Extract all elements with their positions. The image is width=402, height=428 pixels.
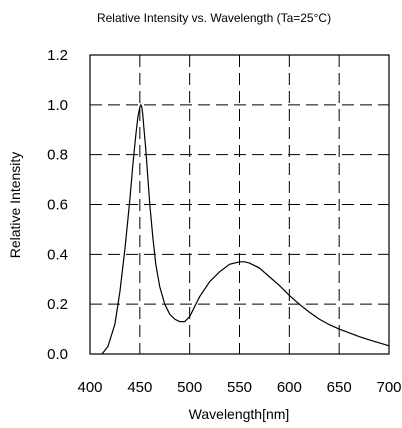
y-tick-label: 0.2 [47, 296, 68, 313]
x-axis-tick-labels: 400 450 500 550 600 650 700 [77, 379, 401, 396]
x-axis-label: Wavelength[nm] [189, 406, 290, 422]
y-axis-label: Relative Intensity [7, 152, 23, 259]
y-tick-label: 1.0 [47, 97, 68, 114]
y-tick-label: 0.4 [47, 246, 68, 263]
y-tick-label: 1.2 [47, 47, 68, 64]
x-tick-label: 550 [227, 379, 252, 396]
chart-title: Relative Intensity vs. Wavelength (Ta=25… [97, 11, 331, 25]
x-tick-label: 400 [77, 379, 102, 396]
y-axis-tick-labels: 0.0 0.2 0.4 0.6 0.8 1.0 1.2 [47, 47, 68, 363]
x-tick-label: 600 [277, 379, 302, 396]
y-tick-label: 0.6 [47, 197, 68, 214]
y-tick-label: 0.0 [47, 346, 68, 363]
x-tick-label: 500 [177, 379, 202, 396]
x-tick-label: 650 [327, 379, 352, 396]
x-tick-label: 700 [376, 379, 401, 396]
series-line [101, 103, 390, 355]
grid-lines [90, 55, 389, 354]
x-tick-label: 450 [127, 379, 152, 396]
y-tick-label: 0.8 [47, 147, 68, 164]
plot-area-frame [89, 54, 390, 355]
